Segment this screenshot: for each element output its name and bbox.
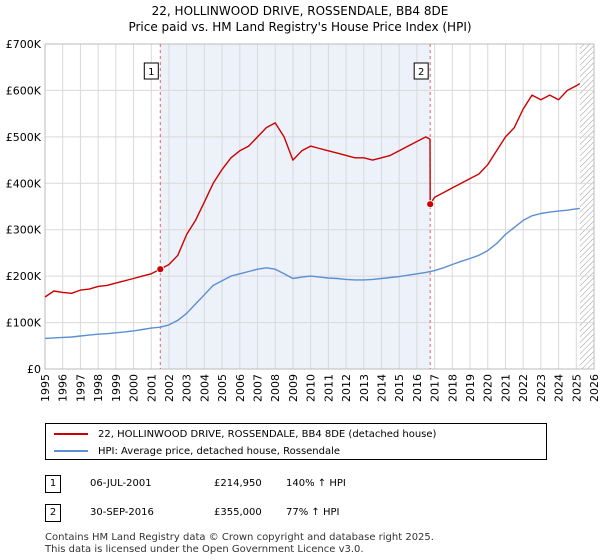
legend-item-property: 22, HOLLINWOOD DRIVE, ROSSENDALE, BB4 8D…	[54, 426, 436, 442]
legend-item-hpi: HPI: Average price, detached house, Ross…	[54, 443, 340, 459]
x-tick-label: 2013	[358, 374, 371, 402]
x-tick-label: 2020	[482, 374, 495, 402]
footer-copyright: Contains HM Land Registry data © Crown c…	[45, 532, 434, 543]
y-tick-label: £500K	[6, 131, 42, 144]
x-tick-label: 2025	[570, 374, 583, 402]
x-tick-label: 2007	[252, 374, 265, 402]
hpi-line	[44, 207, 580, 340]
legend-label-property: 22, HOLLINWOOD DRIVE, ROSSENDALE, BB4 8D…	[98, 428, 437, 440]
y-tick-label: £100K	[6, 317, 42, 330]
x-tick-label: 2009	[287, 374, 300, 402]
x-tick-label: 1998	[92, 374, 105, 402]
y-tick-label: £400K	[6, 177, 42, 190]
x-tick-label: 2005	[216, 374, 229, 402]
x-tick-label: 2002	[163, 374, 176, 402]
forecast-hatch	[579, 44, 594, 369]
chart-title: 22, HOLLINWOOD DRIVE, ROSSENDALE, BB4 8D…	[151, 4, 449, 18]
x-tick-label: 2018	[446, 374, 459, 402]
x-tick-label: 2006	[234, 374, 247, 402]
legend-label-hpi: HPI: Average price, detached house, Ross…	[98, 445, 341, 457]
x-tick-label: 2011	[322, 374, 335, 402]
legend-line-blue	[54, 450, 88, 452]
x-tick-label: 2019	[464, 374, 477, 402]
transaction-date: 30-SEP-2016	[90, 507, 154, 518]
x-tick-label: 2014	[375, 374, 388, 402]
marker-label: 1	[148, 67, 154, 78]
transaction-row: 1 06-JUL-2001 £214,950 140% ↑ HPI	[0, 475, 600, 497]
x-tick-label: 2016	[411, 374, 424, 402]
x-tick-label: 2001	[145, 374, 158, 402]
transaction-price: £355,000	[214, 507, 262, 518]
x-tick-label: 1996	[57, 374, 70, 402]
x-tick-label: 2026	[588, 374, 600, 402]
x-tick-label: 2010	[305, 374, 318, 402]
x-tick-label: 2003	[181, 374, 194, 402]
x-tick-label: 2021	[499, 374, 512, 402]
x-tick-label: 2012	[340, 374, 353, 402]
purchase-point	[426, 200, 435, 209]
price-chart: £0 £100K £200K £300K £400K £500K £600K £700K 199…	[6, 38, 600, 402]
x-tick-label: 1997	[74, 374, 87, 402]
ownership-shade	[160, 44, 431, 369]
x-tick-label: 1999	[110, 374, 123, 402]
x-tick-label: 1995	[39, 374, 52, 402]
plot-border	[44, 43, 595, 370]
x-tick-label: 2004	[198, 374, 211, 402]
transaction-price: £214,950	[214, 478, 262, 489]
y-tick-label: £200K	[6, 270, 42, 283]
y-tick-label: £700K	[6, 38, 42, 51]
y-tick-label: £600K	[6, 84, 42, 97]
x-tick-label: 2024	[553, 374, 566, 402]
transaction-hpi: 140% ↑ HPI	[286, 478, 346, 489]
x-tick-label: 2017	[429, 374, 442, 402]
legend-line-red	[54, 433, 88, 435]
marker-label: 2	[418, 67, 424, 78]
marker-label-box	[413, 62, 429, 80]
x-tick-label: 2023	[535, 374, 548, 402]
marker-label-box	[143, 62, 159, 80]
property-price-line	[44, 82, 581, 298]
x-tick-label: 2000	[128, 374, 141, 402]
x-tick-label: 2015	[393, 374, 406, 402]
legend: 22, HOLLINWOOD DRIVE, ROSSENDALE, BB4 8D…	[45, 423, 547, 460]
x-tick-label: 2008	[269, 374, 282, 402]
y-tick-label: £0	[27, 363, 41, 376]
transaction-number: 2	[45, 504, 61, 522]
transaction-row: 2 30-SEP-2016 £355,000 77% ↑ HPI	[0, 504, 600, 526]
x-tick-label: 2022	[517, 374, 530, 402]
transaction-number: 1	[45, 475, 61, 493]
y-tick-label: £300K	[6, 224, 42, 237]
transaction-date: 06-JUL-2001	[90, 478, 152, 489]
purchase-point	[156, 265, 165, 274]
chart-subtitle: Price paid vs. HM Land Registry's House …	[128, 20, 472, 34]
transaction-hpi: 77% ↑ HPI	[286, 507, 340, 518]
footer-licence: This data is licensed under the Open Gov…	[45, 544, 364, 555]
